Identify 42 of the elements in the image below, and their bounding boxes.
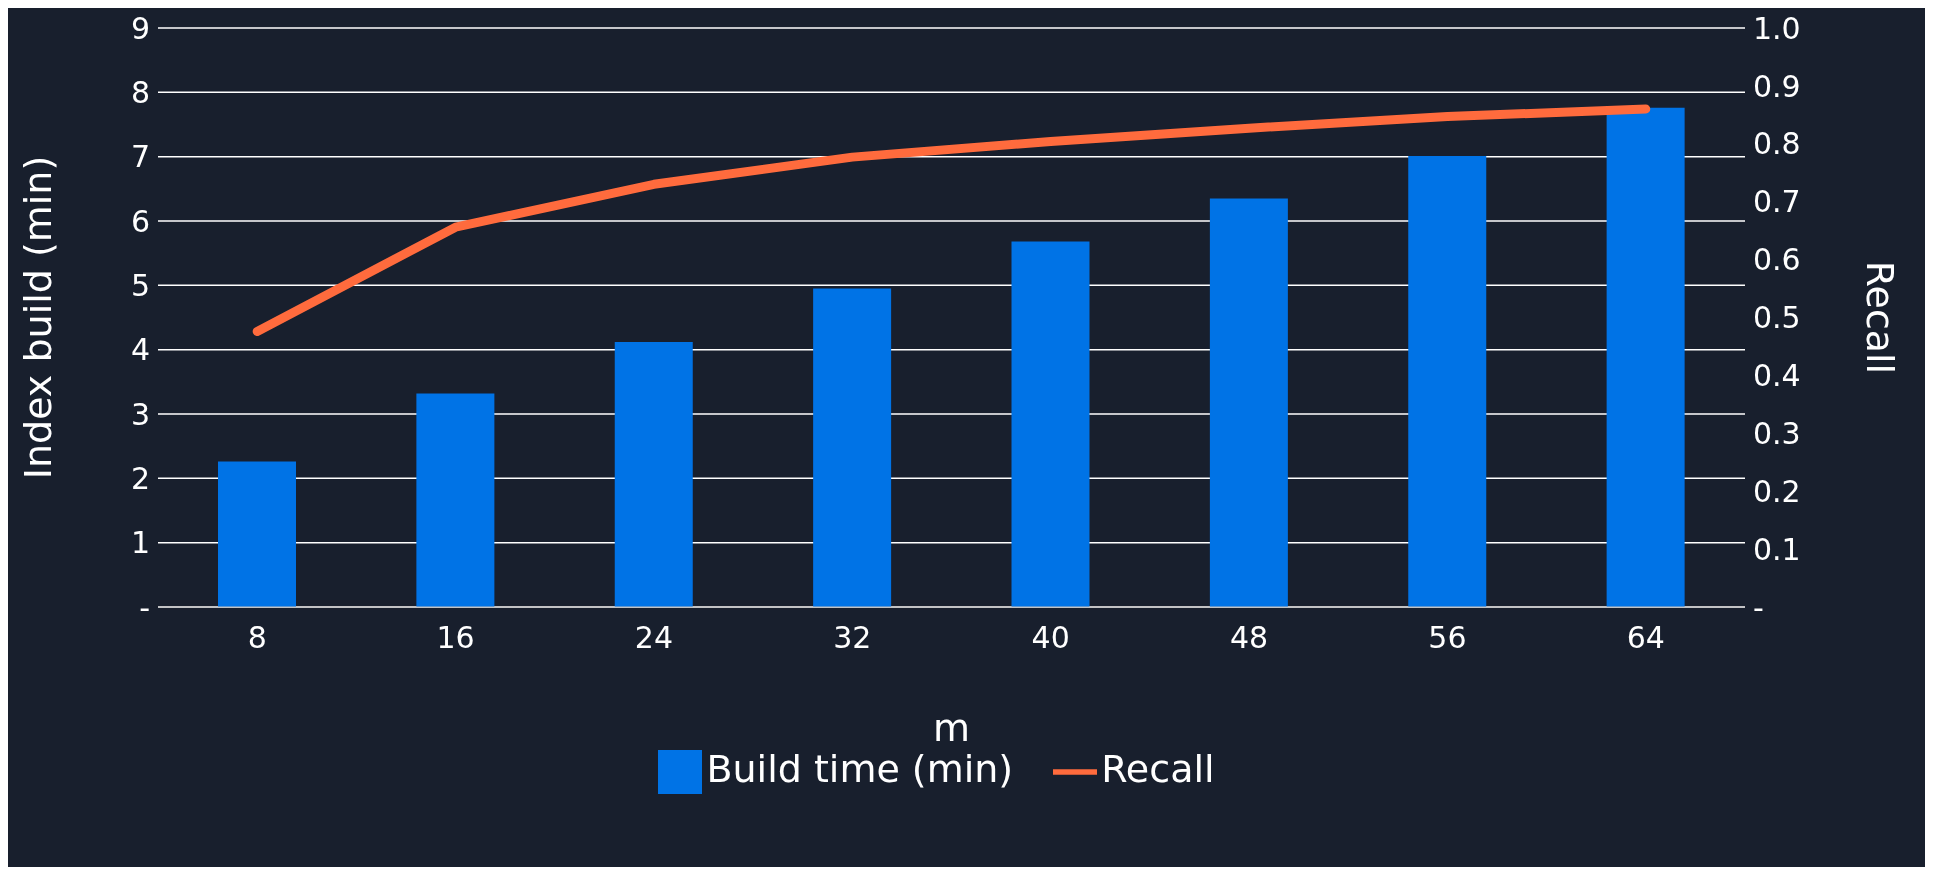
bar [1011, 241, 1090, 607]
y-tick-label: 8 [130, 74, 150, 110]
x-axis-title: m [932, 706, 971, 750]
y-tick-label: 9 [130, 10, 150, 46]
y-tick-label: 4 [130, 332, 150, 368]
x-tick-label: 56 [1428, 620, 1467, 656]
y2-axis-title: Recall [1857, 260, 1902, 375]
legend-label: Recall [1101, 747, 1215, 791]
y2-tick-label: 0.7 [1753, 184, 1801, 220]
y2-tick-label: 0.9 [1753, 68, 1801, 104]
y2-tick-label: 0.3 [1753, 415, 1801, 451]
x-tick-label: 24 [634, 620, 674, 656]
bar [1606, 107, 1685, 607]
y2-tick-label: 0.2 [1753, 473, 1801, 509]
y2-tick-label: 0.6 [1753, 242, 1801, 278]
y2-tick-label: 0.5 [1753, 300, 1801, 336]
y2-tick-label: 0.8 [1753, 126, 1801, 162]
y2-tick-label: 1.0 [1753, 10, 1801, 46]
y-tick-label: 2 [130, 460, 150, 496]
x-tick-label: 40 [1031, 620, 1070, 656]
x-tick-label: 8 [247, 620, 267, 656]
bar [416, 393, 495, 607]
y-tick-label: 3 [130, 396, 150, 432]
y2-tick-label: 0.1 [1753, 531, 1801, 567]
y-tick-label: 1 [130, 525, 150, 561]
legend-label: Build time (min) [706, 747, 1014, 791]
x-tick-label: 32 [833, 620, 872, 656]
x-tick-label: 48 [1229, 620, 1269, 656]
bar [1209, 198, 1288, 607]
y2-tick-label: 0.4 [1753, 358, 1801, 394]
y-tick-label: 7 [130, 139, 150, 175]
y-tick-label: 6 [130, 203, 150, 239]
bar [218, 461, 296, 607]
x-tick-label: 64 [1626, 620, 1665, 656]
y-axis-title: Index build (min) [16, 155, 61, 480]
y-tick-label: - [139, 589, 150, 625]
bar [1408, 156, 1487, 607]
bar [813, 288, 892, 607]
x-tick-label: 16 [436, 620, 475, 656]
bar [614, 341, 693, 607]
y-tick-label: 5 [130, 267, 150, 303]
y2-tick-label: - [1753, 589, 1764, 625]
